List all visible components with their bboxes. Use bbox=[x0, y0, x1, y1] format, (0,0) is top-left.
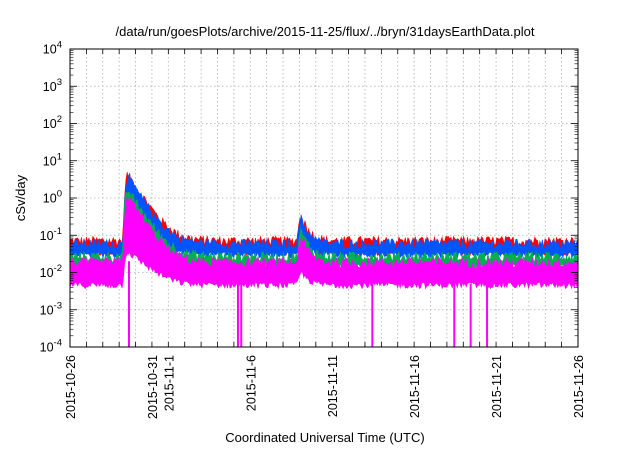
y-tick-exponent: 2 bbox=[57, 114, 62, 125]
y-tick-label: 10-1 bbox=[40, 226, 62, 243]
y-tick-exponent: 0 bbox=[57, 189, 62, 200]
y-tick-label: 103 bbox=[43, 77, 62, 94]
y-tick-base: 10 bbox=[40, 229, 54, 243]
y-tick-base: 10 bbox=[43, 43, 57, 57]
y-tick-base: 10 bbox=[43, 154, 57, 168]
y-tick-base: 10 bbox=[40, 303, 54, 317]
y-tick-exponent: -4 bbox=[54, 338, 62, 349]
y-tick-base: 10 bbox=[43, 117, 57, 131]
y-tick-base: 10 bbox=[43, 192, 57, 206]
y-tick-base: 10 bbox=[40, 341, 54, 355]
x-tick-label: 2015-10-26 bbox=[64, 355, 78, 419]
y-tick-exponent: 4 bbox=[57, 40, 62, 51]
y-tick-base: 10 bbox=[43, 80, 57, 94]
y-tick-exponent: 1 bbox=[57, 151, 62, 162]
x-tick-label: 2015-11-6 bbox=[244, 355, 258, 411]
ticks-layer: 10-410-310-210-11001011021031042015-10-2… bbox=[40, 40, 586, 419]
x-tick-label: 2015-11-1 bbox=[162, 355, 176, 411]
data-layer bbox=[69, 171, 579, 347]
x-axis-label: Coordinated Universal Time (UTC) bbox=[225, 430, 424, 445]
y-axis-label: cSv/day bbox=[13, 174, 28, 221]
y-tick-label: 104 bbox=[43, 40, 62, 57]
y-tick-label: 10-4 bbox=[40, 338, 62, 355]
x-tick-label: 2015-11-16 bbox=[408, 355, 422, 418]
y-tick-label: 100 bbox=[43, 189, 62, 206]
x-tick-label: 2015-11-21 bbox=[490, 355, 504, 418]
x-tick-label: 2015-10-31 bbox=[146, 355, 160, 419]
y-tick-base: 10 bbox=[40, 266, 54, 280]
grid-layer bbox=[70, 49, 578, 347]
y-tick-exponent: -2 bbox=[54, 263, 62, 274]
x-tick-label: 2015-11-26 bbox=[572, 355, 586, 418]
y-tick-label: 10-2 bbox=[40, 263, 62, 280]
y-tick-label: 102 bbox=[43, 114, 62, 131]
chart-title: /data/run/goesPlots/archive/2015-11-25/f… bbox=[116, 24, 535, 39]
y-tick-exponent: -1 bbox=[54, 226, 62, 237]
x-tick-label: 2015-11-11 bbox=[326, 355, 340, 417]
y-tick-exponent: 3 bbox=[57, 77, 62, 88]
y-tick-label: 101 bbox=[43, 151, 62, 168]
y-tick-exponent: -3 bbox=[54, 300, 62, 311]
y-tick-label: 10-3 bbox=[40, 300, 62, 317]
